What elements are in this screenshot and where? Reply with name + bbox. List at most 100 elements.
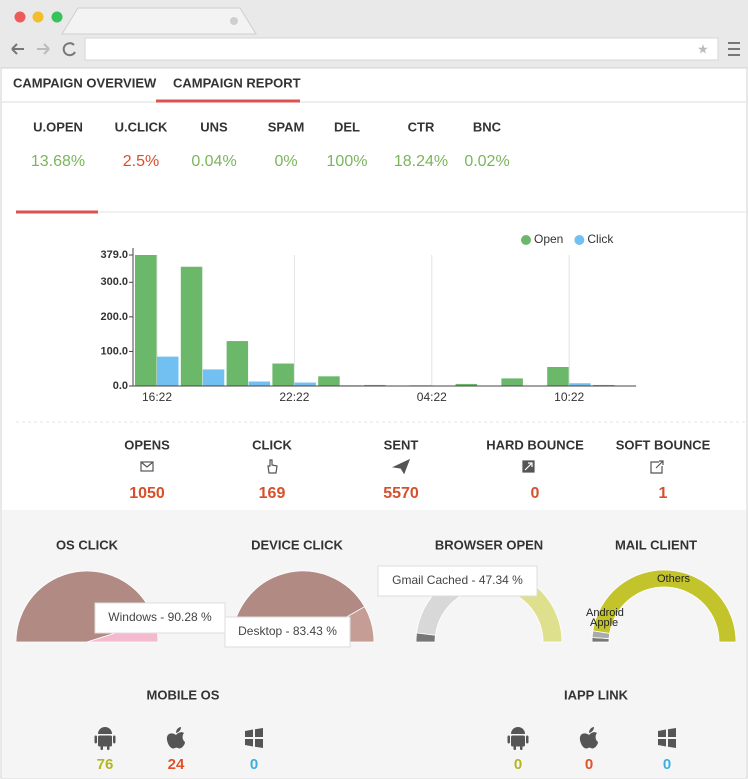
bar [202,369,225,386]
gauge-title: DEVICE CLICK [251,537,343,552]
gauge-title: BROWSER OPEN [435,537,543,552]
y-tick-label: 379.0 [100,249,128,261]
apple-body [166,732,185,749]
legend-swatch [574,235,585,245]
close-dot[interactable] [14,11,26,23]
tooltip-box [377,565,538,597]
plane-icon [391,458,411,475]
mail-icon-flap [140,461,154,468]
bar [135,255,157,386]
android-leg [100,746,103,750]
android-arm [526,735,529,744]
section-title: IAPP LINK [564,687,629,702]
stat-label: SOFT BOUNCE [616,437,711,452]
android-arm [94,735,97,744]
bar [157,356,179,386]
tab-label[interactable]: CAMPAIGN OVERVIEW [13,75,157,90]
android-leg [520,746,523,750]
android-body [511,735,525,747]
android-leg [107,746,110,750]
legend-label: Open [534,232,563,246]
star-icon[interactable]: ★ [697,41,709,56]
mail-icon [140,461,154,472]
tooltip-text: Windows - 90.28 % [108,610,212,624]
reload-icon[interactable] [62,42,76,57]
metric-label: SPAM [268,119,305,134]
metric-label: DEL [334,119,360,134]
metric-label: UNS [200,119,228,134]
max-dot[interactable] [51,11,63,23]
segment-label: Android [586,607,624,619]
stat-value: 169 [259,485,286,502]
apple-body [579,732,598,749]
bar [226,341,249,386]
bar [455,383,478,386]
stat-label: SENT [384,437,419,452]
metric-value: 0.04% [191,153,236,170]
os-value: 0 [663,756,671,773]
x-tick-label: 04:22 [417,390,447,404]
os-value: 0 [585,756,593,773]
android-arm [507,735,510,744]
bar [547,366,569,386]
windows-icon [245,728,263,748]
metric-value: 0% [274,153,297,170]
bar [248,381,271,386]
legend-label: Click [587,232,614,246]
android-head [511,727,525,734]
bar [593,384,615,386]
back-icon[interactable] [11,43,24,55]
gauge-title: MAIL CLIENT [615,537,697,552]
hand-icon [267,459,278,474]
windows-panes [658,728,676,748]
bar [318,376,340,386]
os-value: 24 [168,756,185,773]
x-tick-label: 22:22 [279,390,309,404]
android-icon [94,727,116,750]
tooltip-text: Desktop - 83.43 % [238,624,337,638]
y-tick-label: 300.0 [100,276,128,288]
bar [180,266,203,386]
android-head [98,727,112,734]
apple-icon [579,727,598,749]
stat-value: 1050 [129,485,165,502]
metric-value: 2.5% [123,153,159,170]
metric-label: U.CLICK [115,119,168,134]
menu-icon[interactable] [728,42,740,56]
min-dot[interactable] [32,11,44,23]
forward-icon[interactable] [37,43,50,55]
tooltip-box [224,616,351,648]
stat-label: CLICK [252,437,292,452]
stat-label: OPENS [124,437,170,452]
android-icon [507,727,529,750]
bounce-arrow [524,462,533,471]
x-tick-label: 16:22 [142,390,172,404]
bar [501,378,523,386]
android-leg [513,746,516,750]
gauge-title: OS CLICK [56,537,119,552]
tooltip-text: Gmail Cached - 47.34 % [392,573,523,587]
os-value: 0 [250,756,258,773]
metric-label: U.OPEN [33,119,83,134]
tab[interactable] [61,7,257,35]
stat-value: 1 [659,485,668,502]
external-icon [650,460,664,474]
metric-label: BNC [473,119,502,134]
apple-leaf [176,727,181,733]
apple-leaf [589,727,594,733]
segment-label: Others [657,573,691,585]
legend-swatch [521,235,531,245]
apple-icon [166,727,185,749]
address-bar[interactable] [84,37,719,61]
x-tick-label: 10:22 [554,390,584,404]
gray-section [2,510,746,778]
stat-icons [140,458,664,475]
bar [364,384,386,386]
bar [294,382,316,386]
tab-close[interactable] [230,17,238,25]
stat-value: 0 [531,485,540,502]
y-tick-label: 200.0 [100,311,128,323]
bar [272,363,294,386]
tab-label[interactable]: CAMPAIGN REPORT [173,75,301,90]
